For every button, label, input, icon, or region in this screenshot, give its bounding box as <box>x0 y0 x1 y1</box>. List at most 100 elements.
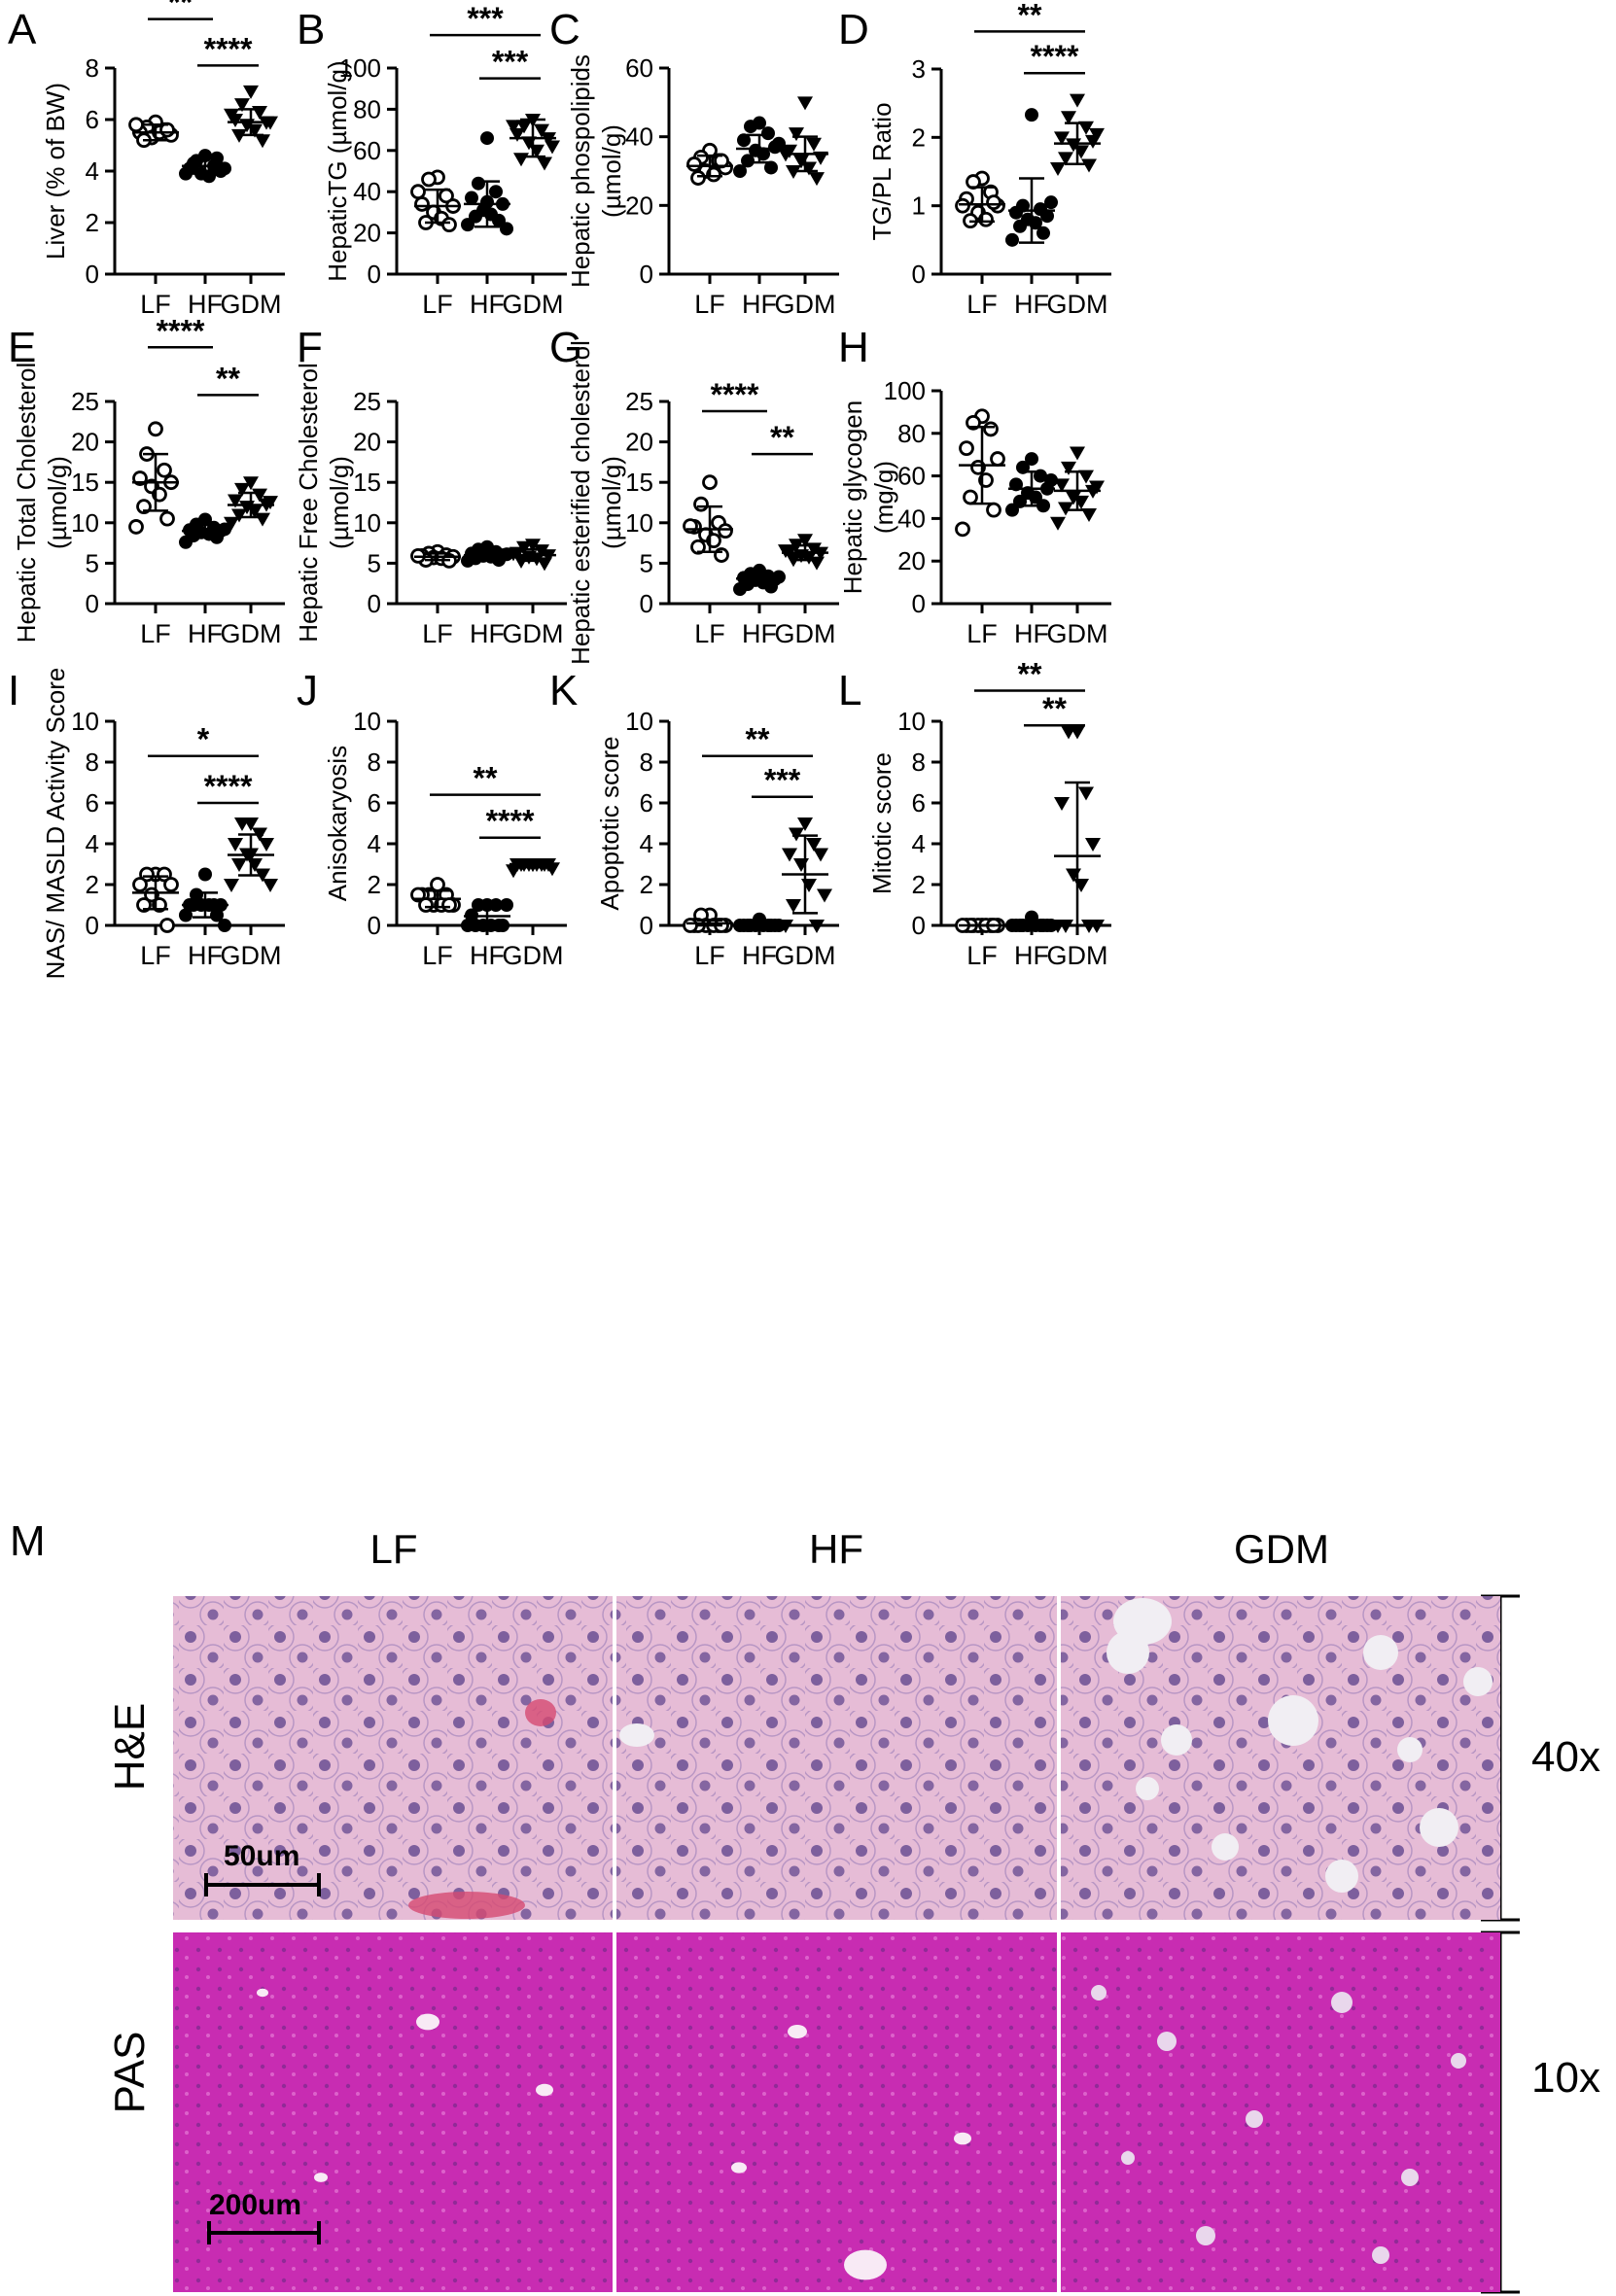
series-hf <box>179 867 231 932</box>
series-lf <box>132 866 179 933</box>
data-point <box>1078 786 1094 801</box>
data-point <box>148 421 163 437</box>
data-point <box>959 440 974 457</box>
data-point <box>461 218 474 232</box>
y-tick-label: 0 <box>640 589 653 618</box>
y-axis-label: Anisokaryosis <box>323 746 352 901</box>
data-point <box>410 184 426 200</box>
y-tick-label: 4 <box>86 829 99 858</box>
data-point <box>1009 205 1023 220</box>
data-point <box>809 920 825 933</box>
data-point <box>778 920 793 933</box>
data-point <box>741 154 755 168</box>
y-axis-label: Hepatic Free Cholesterol <box>294 363 323 643</box>
histo-row-he: H&E <box>106 1703 154 1791</box>
data-point <box>1089 480 1105 495</box>
x-tick-label: LF <box>140 619 171 648</box>
data-point <box>733 164 747 178</box>
data-point <box>534 123 549 138</box>
y-axis-label: (µmol/g) <box>325 456 354 549</box>
series-gdm <box>224 85 278 149</box>
y-tick-label: 15 <box>353 468 381 497</box>
data-point <box>234 98 250 113</box>
significance-label: ** <box>1018 0 1042 32</box>
y-tick-label: 0 <box>912 260 926 289</box>
data-point <box>1025 452 1038 467</box>
x-tick-label: GDM <box>503 619 564 648</box>
x-tick-label: GDM <box>221 619 282 648</box>
significance-label: ** <box>168 0 193 20</box>
x-tick-label: HF <box>188 290 223 319</box>
data-point <box>690 539 706 555</box>
data-point <box>1005 503 1019 517</box>
data-point <box>744 120 757 134</box>
data-point <box>545 862 560 877</box>
data-point <box>472 176 485 191</box>
panel-letter: E <box>8 324 36 371</box>
y-tick-label: 40 <box>897 504 926 533</box>
data-point <box>764 579 778 594</box>
significance-label: **** <box>204 31 253 66</box>
histo-column-gdm: GDM <box>1234 1526 1329 1572</box>
y-tick-label: 0 <box>912 589 926 618</box>
data-point <box>218 161 231 176</box>
y-tick-label: 25 <box>71 387 99 416</box>
x-tick-label: GDM <box>503 941 564 970</box>
x-tick-label: LF <box>966 941 998 970</box>
histology-scale-bars: 50um 200um <box>204 1840 321 2244</box>
panel-letter: F <box>297 324 323 371</box>
x-tick-label: HF <box>1014 941 1049 970</box>
x-tick-label: LF <box>966 619 998 648</box>
data-point <box>259 838 274 852</box>
scale-bar-label-he: 50um <box>224 1840 299 1872</box>
y-tick-label: 5 <box>86 548 99 577</box>
data-point <box>157 462 172 478</box>
vessel <box>257 1988 268 1998</box>
data-point <box>986 502 1001 518</box>
data-point <box>1081 158 1097 173</box>
data-point <box>506 120 521 134</box>
data-point <box>764 160 778 175</box>
series-lf <box>955 918 1005 933</box>
panel-letter: A <box>8 6 37 53</box>
lipid-vacuole <box>1401 2169 1419 2186</box>
lipid-vacuole <box>1136 1777 1159 1800</box>
x-tick-label: HF <box>188 941 223 970</box>
data-point <box>1089 920 1105 933</box>
data-point <box>224 108 239 122</box>
lipid-vacuole <box>1331 1992 1353 2013</box>
significance-label: **** <box>157 313 205 348</box>
y-tick-label: 40 <box>353 177 381 206</box>
y-tick-label: 100 <box>884 376 926 405</box>
data-point <box>1025 108 1038 122</box>
vessel <box>954 2132 971 2145</box>
lipid-vacuole <box>1212 1833 1239 1861</box>
data-point <box>1073 145 1089 159</box>
data-point <box>1070 93 1085 108</box>
significance-label: *** <box>492 45 529 80</box>
data-point <box>231 858 247 872</box>
y-tick-label: 0 <box>86 260 99 289</box>
vessel <box>844 2249 887 2280</box>
data-point <box>1040 209 1054 224</box>
data-point <box>1050 920 1066 933</box>
data-point <box>806 838 822 852</box>
series-gdm <box>1050 725 1105 933</box>
data-point <box>198 867 212 882</box>
data-point <box>421 171 437 188</box>
x-tick-label: LF <box>694 941 725 970</box>
histo-column-lf: LF <box>369 1526 417 1572</box>
data-point <box>228 838 243 852</box>
y-tick-label: 6 <box>86 788 99 818</box>
x-tick-label: HF <box>742 619 777 648</box>
y-tick-label: 4 <box>368 829 381 858</box>
histo-mag-40x: 40x <box>1531 1733 1600 1781</box>
x-tick-label: GDM <box>1047 619 1108 648</box>
data-point <box>1050 161 1066 176</box>
y-tick-label: 15 <box>625 468 653 497</box>
